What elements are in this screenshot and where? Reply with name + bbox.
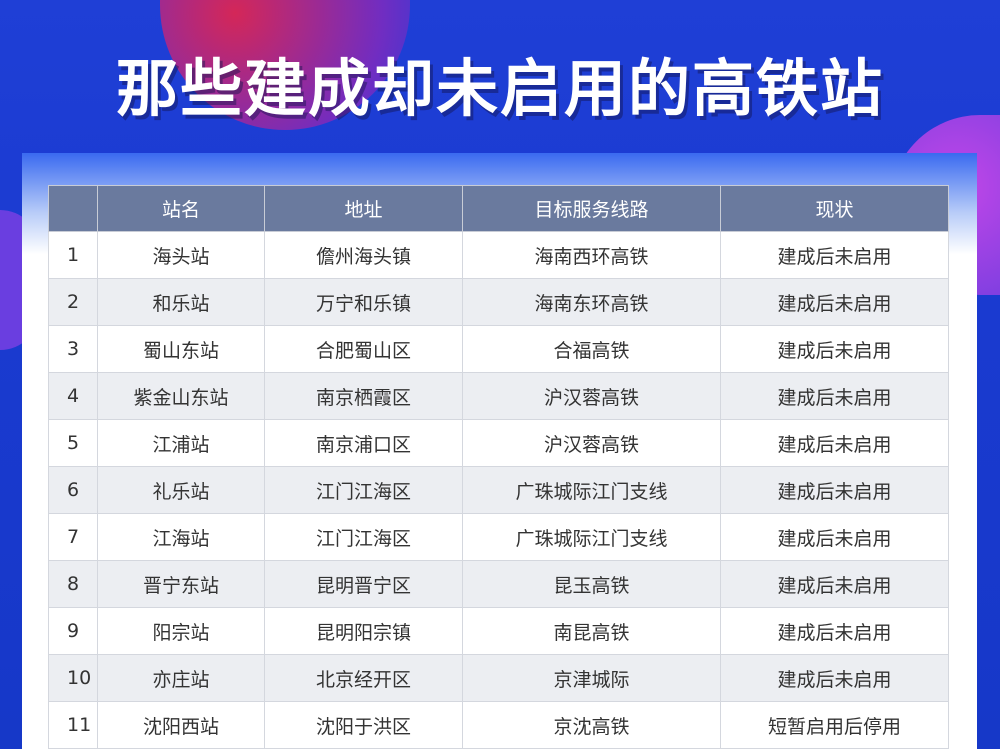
table-cell: 沪汉蓉高铁	[462, 372, 721, 420]
table-cell: 昆明阳宗镇	[264, 607, 463, 655]
table-cell: 江海站	[97, 513, 265, 561]
table-cell: 建成后未启用	[720, 231, 949, 279]
table-cell: 南京浦口区	[264, 419, 463, 467]
table-cell: 北京经开区	[264, 654, 463, 702]
table-cell: 昆玉高铁	[462, 560, 721, 608]
table-cell: 紫金山东站	[97, 372, 265, 420]
table-cell: 京沈高铁	[462, 701, 721, 749]
table-cell: 阳宗站	[97, 607, 265, 655]
table-row: 3 蜀山东站 合肥蜀山区 合福高铁 建成后未启用	[48, 325, 949, 373]
table-cell: 蜀山东站	[97, 325, 265, 373]
table-cell: 7	[48, 513, 98, 561]
table-cell: 江门江海区	[264, 513, 463, 561]
column-header: 目标服务线路	[462, 185, 721, 232]
table-cell: 9	[48, 607, 98, 655]
column-header: 地址	[264, 185, 463, 232]
table-cell: 江门江海区	[264, 466, 463, 514]
table-cell: 广珠城际江门支线	[462, 466, 721, 514]
table-cell: 海南西环高铁	[462, 231, 721, 279]
table-cell: 10	[48, 654, 98, 702]
table-cell: 建成后未启用	[720, 607, 949, 655]
table-cell: 短暂启用后停用	[720, 701, 949, 749]
column-header: 站名	[97, 185, 265, 232]
table-cell: 南昆高铁	[462, 607, 721, 655]
table-cell: 5	[48, 419, 98, 467]
table-cell: 3	[48, 325, 98, 373]
table-row: 2 和乐站 万宁和乐镇 海南东环高铁 建成后未启用	[48, 278, 949, 326]
column-header	[48, 185, 98, 232]
table-cell: 建成后未启用	[720, 372, 949, 420]
table-cell: 1	[48, 231, 98, 279]
table-cell: 京津城际	[462, 654, 721, 702]
table-row: 10 亦庄站 北京经开区 京津城际 建成后未启用	[48, 654, 949, 702]
stations-table: 站名 地址 目标服务线路 现状 1 海头站 儋州海头镇 海南西环高铁 建成后未启用 2 和乐站 万宁…	[48, 185, 949, 749]
table-cell: 广珠城际江门支线	[462, 513, 721, 561]
table-cell: 建成后未启用	[720, 513, 949, 561]
table-cell: 建成后未启用	[720, 278, 949, 326]
table-cell: 和乐站	[97, 278, 265, 326]
table-row: 11 沈阳西站 沈阳于洪区 京沈高铁 短暂启用后停用	[48, 701, 949, 749]
table-cell: 建成后未启用	[720, 419, 949, 467]
table-cell: 4	[48, 372, 98, 420]
table-cell: 昆明晋宁区	[264, 560, 463, 608]
table-row: 9 阳宗站 昆明阳宗镇 南昆高铁 建成后未启用	[48, 607, 949, 655]
table-cell: 万宁和乐镇	[264, 278, 463, 326]
table-cell: 建成后未启用	[720, 560, 949, 608]
table-row: 1 海头站 儋州海头镇 海南西环高铁 建成后未启用	[48, 231, 949, 279]
table-cell: 江浦站	[97, 419, 265, 467]
table-row: 7 江海站 江门江海区 广珠城际江门支线 建成后未启用	[48, 513, 949, 561]
table-row: 4 紫金山东站 南京栖霞区 沪汉蓉高铁 建成后未启用	[48, 372, 949, 420]
table-cell: 南京栖霞区	[264, 372, 463, 420]
column-header: 现状	[720, 185, 949, 232]
table-header: 站名 地址 目标服务线路 现状	[48, 185, 949, 232]
table-cell: 晋宁东站	[97, 560, 265, 608]
table-cell: 沪汉蓉高铁	[462, 419, 721, 467]
table-cell: 8	[48, 560, 98, 608]
table-cell: 建成后未启用	[720, 466, 949, 514]
table-cell: 海南东环高铁	[462, 278, 721, 326]
table-cell: 儋州海头镇	[264, 231, 463, 279]
table-row: 5 江浦站 南京浦口区 沪汉蓉高铁 建成后未启用	[48, 419, 949, 467]
table-row: 8 晋宁东站 昆明晋宁区 昆玉高铁 建成后未启用	[48, 560, 949, 608]
table-cell: 沈阳西站	[97, 701, 265, 749]
table-cell: 合肥蜀山区	[264, 325, 463, 373]
table-cell: 沈阳于洪区	[264, 701, 463, 749]
table-cell: 海头站	[97, 231, 265, 279]
table-cell: 建成后未启用	[720, 325, 949, 373]
table-cell: 合福高铁	[462, 325, 721, 373]
table-cell: 建成后未启用	[720, 654, 949, 702]
table-cell: 6	[48, 466, 98, 514]
table-cell: 亦庄站	[97, 654, 265, 702]
page-title: 那些建成却未启用的高铁站	[115, 52, 884, 125]
table-cell: 2	[48, 278, 98, 326]
table-cell: 礼乐站	[97, 466, 265, 514]
table-row: 6 礼乐站 江门江海区 广珠城际江门支线 建成后未启用	[48, 466, 949, 514]
table-cell: 11	[48, 701, 98, 749]
